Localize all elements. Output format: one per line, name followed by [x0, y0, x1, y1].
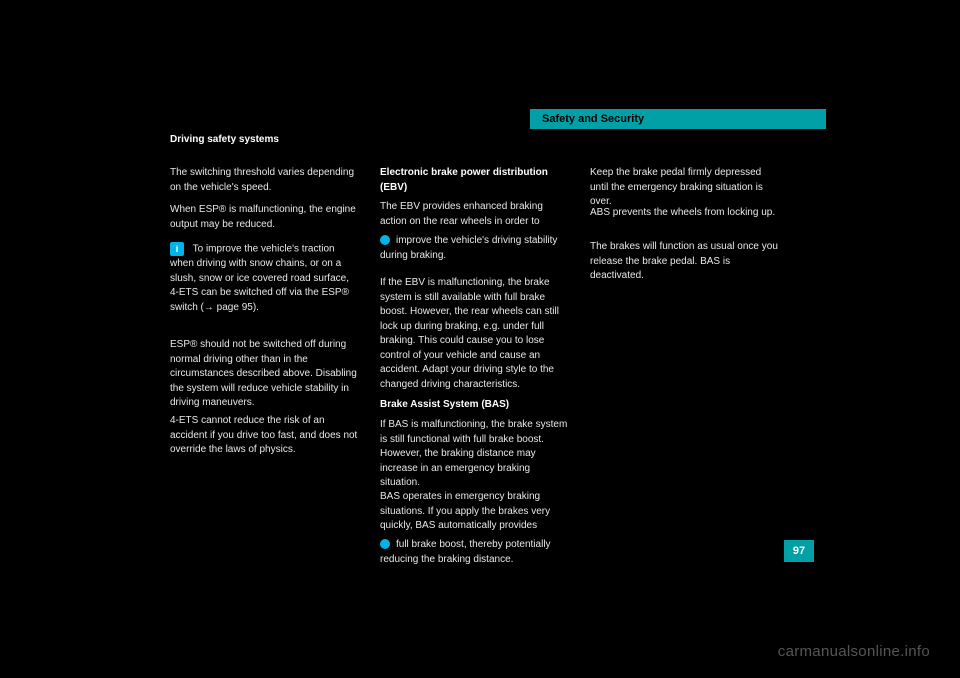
col3-p1: Keep the brake pedal firmly depressed un… [590, 166, 780, 210]
col2-h2: Brake Assist System (BAS) [380, 398, 570, 413]
col2-bullet1-row: improve the vehicle's driving stability … [380, 234, 570, 263]
header-section-bar: Safety and Security [530, 109, 826, 129]
header-section-title: Safety and Security [542, 113, 644, 125]
col3-p2: ABS prevents the wheels from locking up. [590, 206, 780, 221]
watermark: carmanualsonline.info [778, 643, 930, 660]
col2-warn2: If BAS is malfunctioning, the brake syst… [380, 418, 570, 491]
page-number: 97 [793, 545, 805, 557]
col1-note-text: To improve the vehicle's traction when d… [170, 244, 349, 313]
info-icon: i [170, 242, 184, 256]
col2-p2: BAS operates in emergency braking situat… [380, 490, 570, 534]
col2-p1: The EBV provides enhanced braking action… [380, 200, 570, 229]
page-container: Safety and Security Driving safety syste… [0, 0, 960, 678]
col1-note: i To improve the vehicle's traction when… [170, 242, 360, 315]
col2-b1: improve the vehicle's driving stability … [380, 235, 557, 261]
col1-p2: When ESP® is malfunctioning, the engine … [170, 203, 360, 232]
page-number-box: 97 [784, 540, 814, 562]
col2-warn1: If the EBV is malfunctioning, the brake … [380, 276, 570, 392]
col3-p3: The brakes will function as usual once y… [590, 240, 780, 284]
col1-p4: 4-ETS cannot reduce the risk of an accid… [170, 414, 360, 458]
col1-p3: ESP® should not be switched off during n… [170, 338, 360, 411]
col2-b2: full brake boost, thereby potentially re… [380, 539, 551, 565]
section-heading: Driving safety systems [170, 133, 279, 148]
col2-h1: Electronic brake power distribution (EBV… [380, 166, 570, 195]
col1-p1: The switching threshold varies depending… [170, 166, 360, 195]
bullet-icon [380, 235, 390, 245]
bullet-icon [380, 539, 390, 549]
col2-bullet2-row: full brake boost, thereby potentially re… [380, 538, 570, 567]
